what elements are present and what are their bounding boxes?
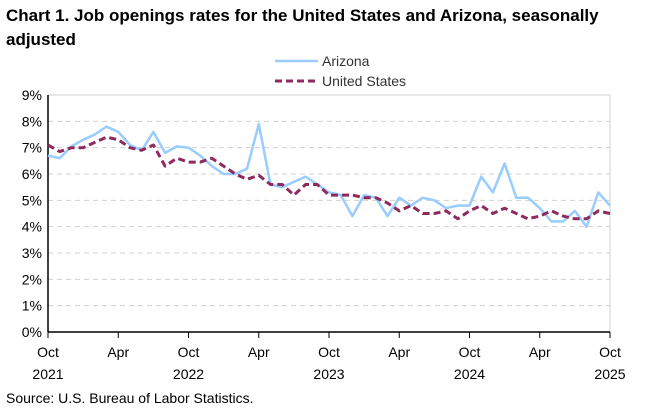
y-tick-label: 9% xyxy=(22,87,42,103)
series-line-arizona xyxy=(47,122,611,228)
y-tick-label: 0% xyxy=(22,324,42,340)
x-tick-label: Apr xyxy=(388,344,410,360)
x-tick-label: Oct xyxy=(178,344,200,360)
y-tick-label: 2% xyxy=(22,271,42,287)
chart-title: Chart 1. Job openings rates for the Unit… xyxy=(6,6,599,49)
x-tick-year: 2023 xyxy=(313,366,344,382)
y-tick-label: 6% xyxy=(22,166,42,182)
legend-label: Arizona xyxy=(322,53,370,69)
y-tick-label: 1% xyxy=(22,298,42,314)
x-tick-year: 2025 xyxy=(594,366,625,382)
x-tick-year: 2021 xyxy=(32,366,63,382)
legend-label: United States xyxy=(322,73,406,89)
x-tick-label: Oct xyxy=(459,344,481,360)
x-tick-year: 2024 xyxy=(454,366,485,382)
source-note: Source: U.S. Bureau of Labor Statistics. xyxy=(6,390,254,406)
y-tick-label: 8% xyxy=(22,113,42,129)
x-tick-label: Apr xyxy=(107,344,129,360)
x-tick-label: Oct xyxy=(318,344,340,360)
y-tick-label: 5% xyxy=(22,192,42,208)
y-tick-label: 3% xyxy=(22,245,42,261)
x-tick-year: 2022 xyxy=(173,366,204,382)
x-tick-label: Oct xyxy=(599,344,621,360)
y-tick-label: 7% xyxy=(22,140,42,156)
x-tick-label: Apr xyxy=(529,344,551,360)
x-tick-label: Oct xyxy=(37,344,59,360)
series-line-united-states xyxy=(47,135,611,221)
y-tick-label: 4% xyxy=(22,219,42,235)
x-tick-label: Apr xyxy=(248,344,270,360)
